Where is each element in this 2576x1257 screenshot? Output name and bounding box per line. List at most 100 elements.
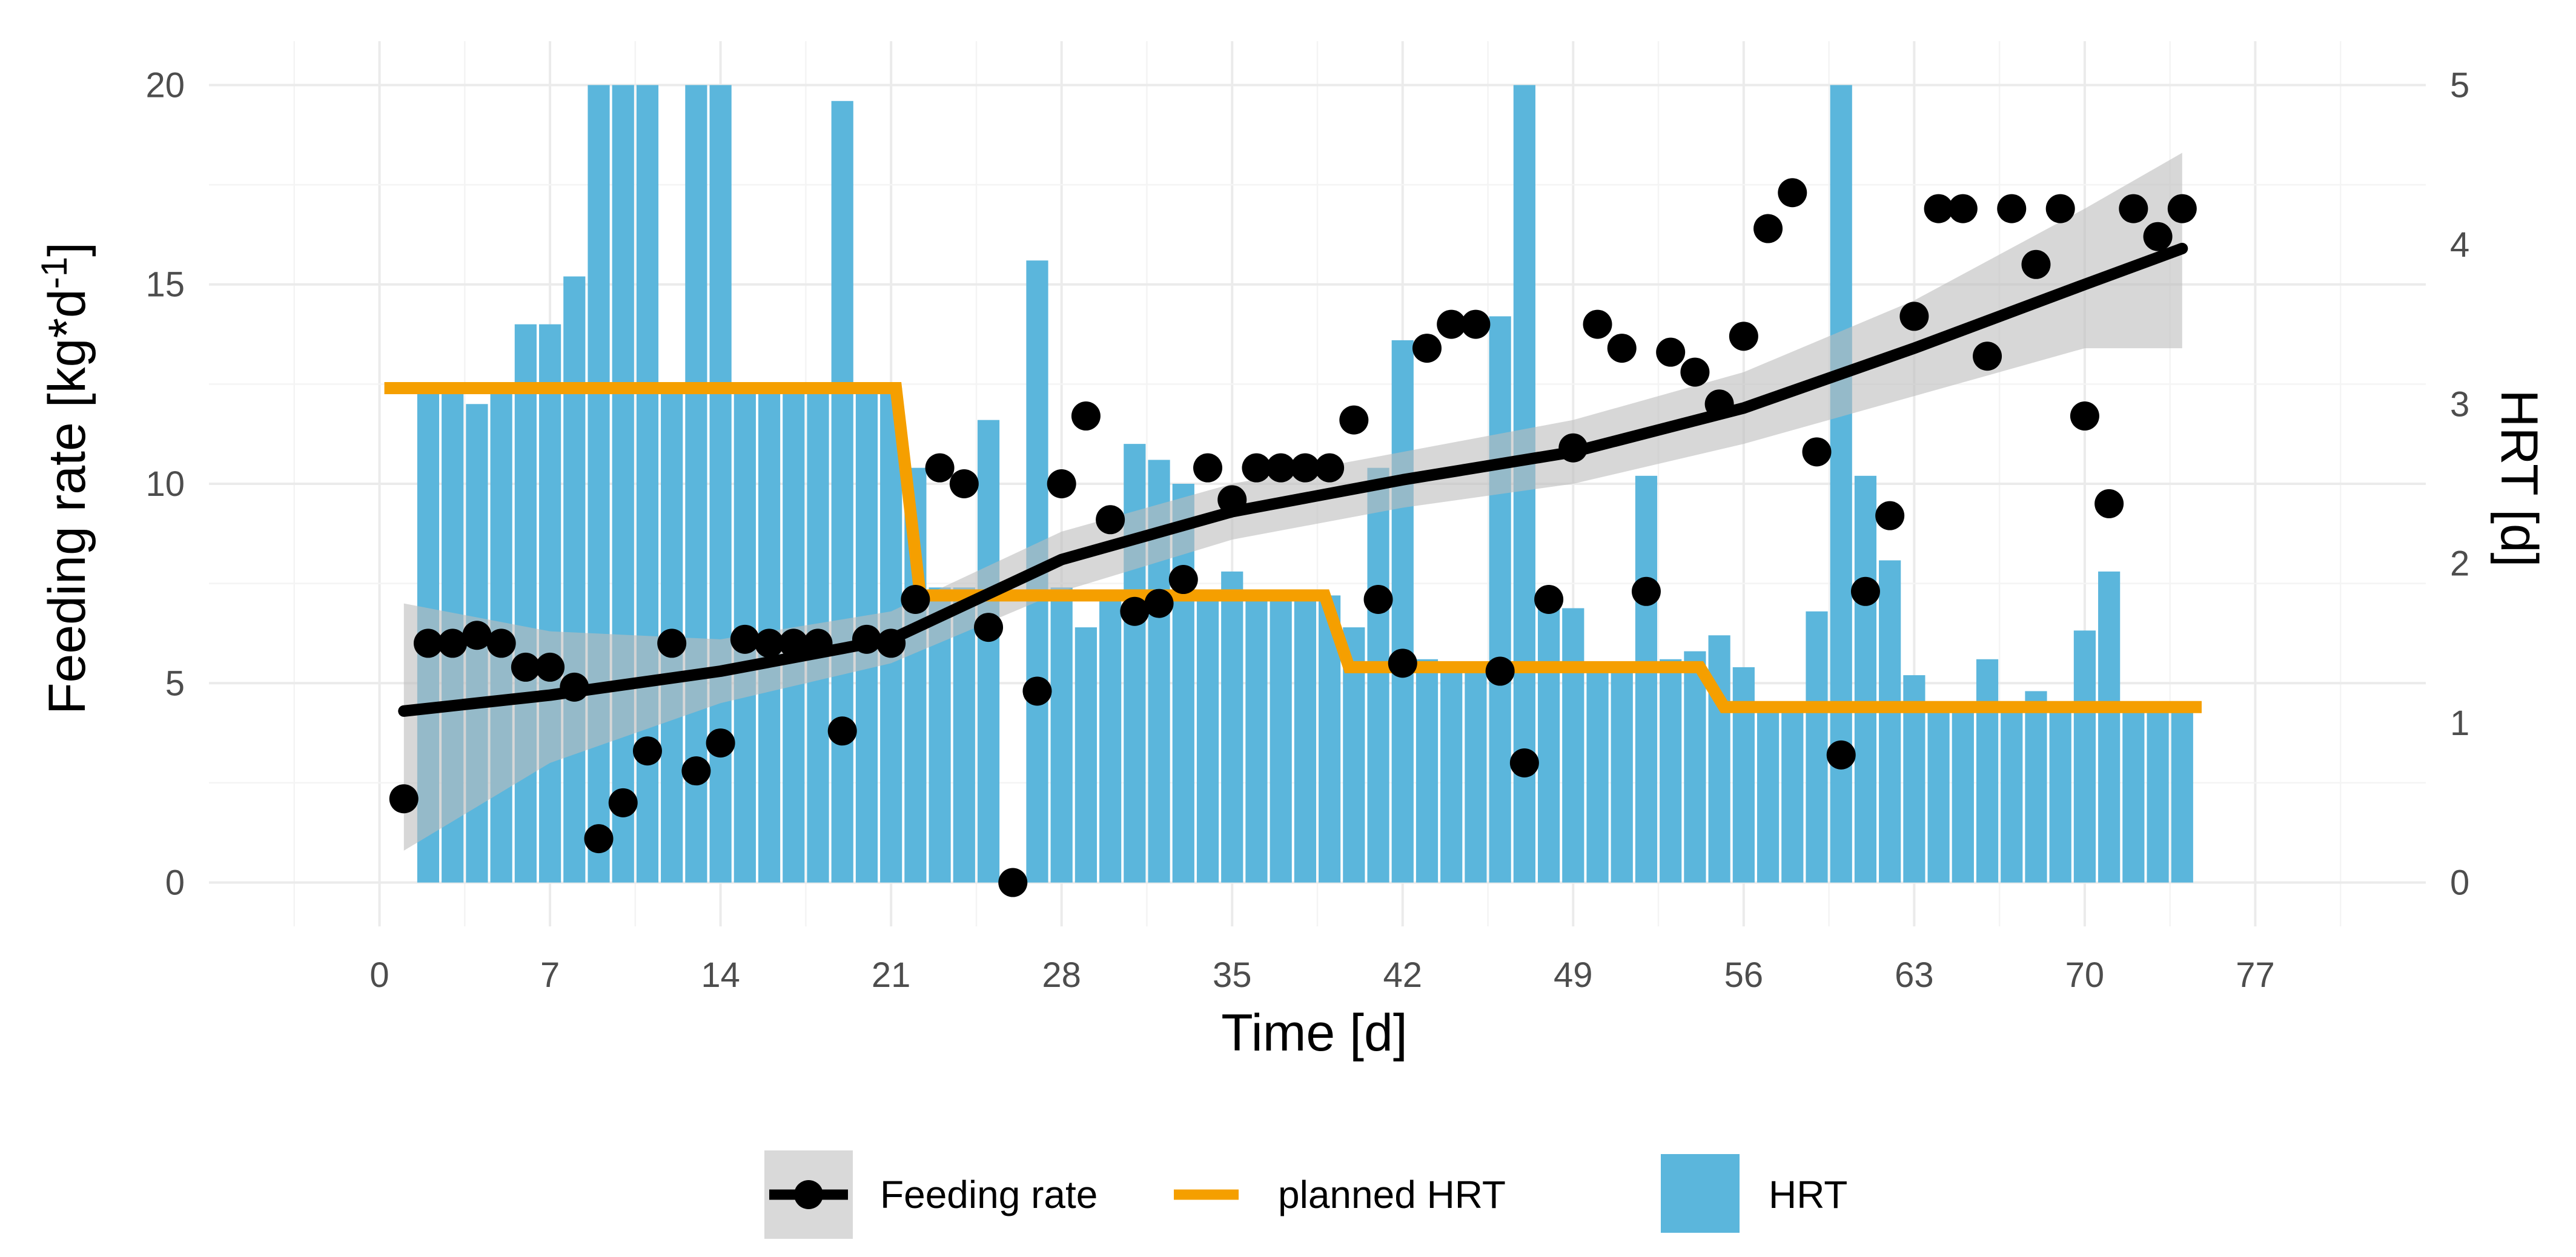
planned-hrt-path — [384, 381, 2202, 713]
hrt-bar — [1074, 627, 1098, 883]
feeding-point — [1558, 433, 1588, 463]
feeding-point — [1242, 453, 1271, 483]
feeding-points — [389, 178, 2197, 897]
y-tick-label: 5 — [165, 664, 185, 703]
feeding-point — [1680, 357, 1710, 387]
hrt-bar — [831, 101, 853, 883]
hrt-bar — [1050, 587, 1073, 883]
x-tick-label: 0 — [369, 955, 389, 995]
feeding-point — [1583, 309, 1612, 339]
feeding-point — [608, 788, 638, 817]
hrt-bar — [1294, 595, 1316, 883]
y2-tick-label: 3 — [2450, 384, 2469, 424]
y-tick-label: 15 — [145, 265, 185, 305]
hrt-bar — [1757, 707, 1780, 883]
x-tick-label: 42 — [1383, 955, 1423, 995]
y2-tick-label: 4 — [2450, 225, 2469, 265]
x-tick-label: 77 — [2236, 955, 2275, 995]
hrt-bar — [1781, 707, 1804, 883]
planned-hrt-line — [384, 381, 2202, 713]
hrt-bar — [2025, 691, 2047, 883]
feeding-point — [1217, 485, 1247, 515]
feeding-point — [998, 868, 1028, 897]
feeding-point — [2094, 489, 2124, 518]
hrt-bar — [514, 324, 537, 883]
y-axis-title-superscript: -1 — [34, 257, 74, 289]
hrt-bar — [1660, 659, 1682, 883]
feeding-point — [1485, 656, 1515, 686]
feeding-point — [827, 716, 857, 746]
hrt-bar — [2171, 707, 2193, 883]
feeding-point — [1193, 453, 1223, 483]
feeding-point — [1875, 501, 1905, 530]
feeding-point — [901, 584, 930, 614]
hrt-bar — [1927, 707, 1950, 883]
hrt-bar — [1708, 635, 1730, 883]
feeding-point — [1509, 748, 1539, 777]
legend-key-hrt — [1661, 1154, 1740, 1233]
feeding-point — [511, 652, 540, 682]
hrt-bar — [1635, 475, 1658, 883]
hrt-bar — [1221, 571, 1243, 883]
feeding-point — [560, 672, 589, 702]
x-tick-label: 21 — [872, 955, 911, 995]
x-tick-label: 7 — [540, 955, 560, 995]
feeding-point — [486, 628, 516, 658]
y-tick-label: 20 — [145, 65, 185, 105]
y2-tick-label: 5 — [2450, 65, 2469, 105]
feeding-point — [2070, 401, 2099, 431]
hrt-bar — [1391, 340, 1414, 883]
feeding-point — [1997, 194, 2027, 223]
feeding-point — [1534, 584, 1564, 614]
feeding-point — [1899, 302, 1929, 331]
feeding-point — [1412, 334, 1442, 363]
feeding-point — [925, 453, 955, 483]
feeding-point — [1096, 505, 1125, 535]
feeding-point — [438, 628, 468, 658]
x-tick-label: 49 — [1554, 955, 1593, 995]
hrt-bar — [1586, 667, 1609, 883]
smooth-trend-path — [398, 242, 2188, 717]
hrt-bar — [1611, 667, 1633, 883]
feeding-point — [1315, 453, 1345, 483]
feeding-point — [1071, 401, 1101, 431]
hrt-bar — [1270, 595, 1292, 883]
feeding-point — [413, 628, 443, 658]
legend-label-planned-hrt: planned HRT — [1278, 1173, 1506, 1216]
legend-label-hrt: HRT — [1769, 1173, 1847, 1216]
y-axis-title: Feeding rate [kg*d-1] — [34, 242, 96, 714]
legend-point-feeding-rate — [794, 1180, 823, 1209]
y-axis-title-end: ] — [38, 242, 96, 257]
feeding-point — [1948, 194, 1978, 223]
legend-item-planned-hrt: planned HRT — [1174, 1173, 1506, 1216]
hrt-bar — [2049, 707, 2071, 883]
hrt-bar — [2001, 707, 2023, 883]
feeding-point — [1266, 453, 1296, 483]
axis-ticks: 0 7 14 21 28 35 42 49 56 63 70 77 0 5 10 15 20 0 1 2 3 4 5 — [145, 65, 2469, 995]
feeding-point — [1144, 589, 1174, 618]
feeding-point — [1022, 676, 1052, 706]
x-tick-label: 28 — [1042, 955, 1081, 995]
feeding-point — [1656, 337, 1686, 367]
feeding-point — [1607, 334, 1637, 363]
hrt-bar — [1684, 651, 1706, 883]
hrt-bar — [1415, 659, 1439, 883]
feeding-point — [1290, 453, 1320, 483]
hrt-bar — [563, 276, 586, 883]
feeding-point — [1802, 437, 1832, 467]
feeding-point — [1924, 194, 1953, 223]
hrt-bar — [709, 85, 732, 883]
feeding-point — [1168, 565, 1198, 595]
hrt-bar — [538, 324, 561, 883]
feeding-point — [730, 624, 760, 654]
feeding-point — [1388, 648, 1417, 678]
feeding-point — [535, 652, 565, 682]
hrt-bar — [685, 85, 707, 883]
x-tick-label: 35 — [1213, 955, 1252, 995]
x-tick-label: 56 — [1724, 955, 1764, 995]
feeding-point — [755, 628, 784, 658]
feeding-point — [852, 624, 881, 654]
smooth-line — [398, 242, 2188, 717]
legend: Feeding rate planned HRT HRT — [764, 1150, 1847, 1239]
